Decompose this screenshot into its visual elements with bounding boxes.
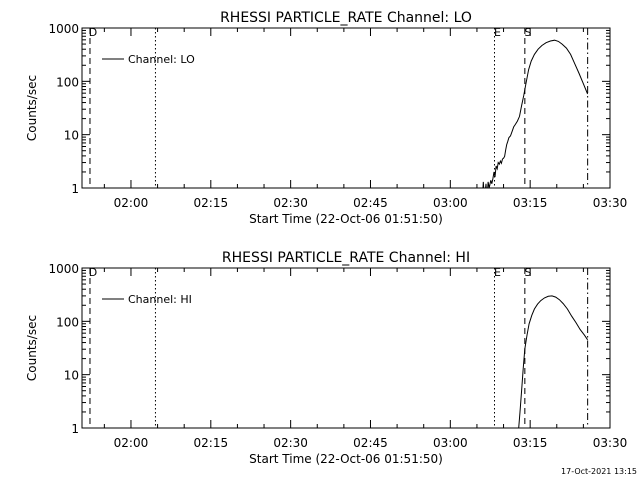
y-tick-label: 1000 xyxy=(48,262,79,276)
x-tick-label: 02:00 xyxy=(114,436,149,450)
x-tick-label: 02:30 xyxy=(273,436,308,450)
y-axis-label: Counts/sec xyxy=(25,75,39,141)
event-marker-label: S xyxy=(524,26,531,39)
x-tick-label: 02:45 xyxy=(353,436,388,450)
plot-frame xyxy=(81,267,611,429)
x-tick-label: 02:30 xyxy=(273,196,308,210)
chart-panel-lo-channel: RHESSI PARTICLE_RATE Channel: LO Start Ti… xyxy=(25,10,627,226)
x-tick-label: 02:15 xyxy=(194,196,229,210)
event-marker-label: E xyxy=(494,26,501,39)
event-marker-label: E xyxy=(494,266,501,279)
legend-label: Channel: HI xyxy=(128,293,192,306)
y-axis-label: Counts/sec xyxy=(25,315,39,381)
x-tick-label: 03:30 xyxy=(593,196,628,210)
y-tick-label: 1 xyxy=(71,182,79,196)
x-tick-label: 03:30 xyxy=(593,436,628,450)
chart-title: RHESSI PARTICLE_RATE Channel: HI xyxy=(222,250,470,266)
event-marker-label: S xyxy=(524,266,531,279)
series-line xyxy=(518,295,589,428)
y-tick-label: 10 xyxy=(64,129,79,143)
y-tick-label: 10 xyxy=(64,369,79,383)
plot-frame xyxy=(81,27,611,189)
footer-timestamp: 17-Oct-2021 13:15 xyxy=(561,467,637,476)
y-tick-label: 100 xyxy=(56,75,79,89)
x-tick-label: 03:15 xyxy=(513,436,548,450)
y-tick-label: 1000 xyxy=(48,22,79,36)
x-tick-label: 02:15 xyxy=(194,436,229,450)
x-tick-label: 03:00 xyxy=(433,196,468,210)
y-tick-label: 100 xyxy=(56,315,79,329)
event-marker-label: D xyxy=(89,26,97,39)
x-tick-label: 03:00 xyxy=(433,436,468,450)
x-axis-label: Start Time (22-Oct-06 01:51:50) xyxy=(249,452,443,466)
series-line xyxy=(482,39,589,188)
legend-label: Channel: LO xyxy=(128,53,195,66)
chart-panel-hi-channel: RHESSI PARTICLE_RATE Channel: HI Start Ti… xyxy=(25,250,627,466)
y-tick-label: 1 xyxy=(71,422,79,436)
x-tick-label: 03:15 xyxy=(513,196,548,210)
event-marker-label: D xyxy=(89,266,97,279)
x-tick-label: 02:00 xyxy=(114,196,149,210)
x-tick-label: 02:45 xyxy=(353,196,388,210)
x-axis-label: Start Time (22-Oct-06 01:51:50) xyxy=(249,212,443,226)
chart-title: RHESSI PARTICLE_RATE Channel: LO xyxy=(220,10,472,26)
